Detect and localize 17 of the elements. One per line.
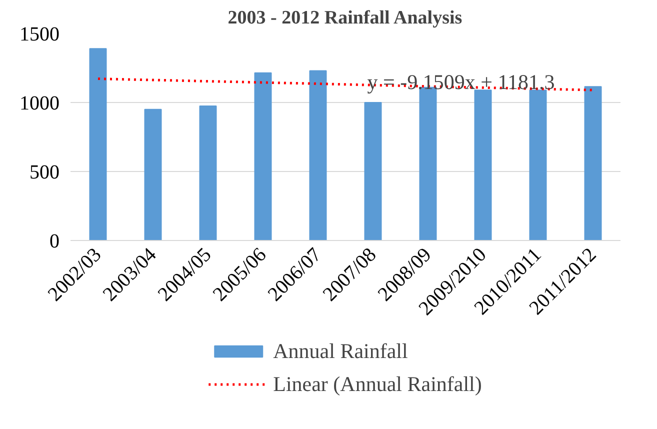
chart-title: 2003 - 2012 Rainfall Analysis [228, 8, 462, 28]
bar [309, 70, 327, 240]
y-tick-label: 1500 [20, 24, 60, 46]
annotation: y = -9.1509x + 1181.3 [367, 70, 555, 94]
legend-label: Annual Rainfall [273, 338, 408, 364]
bar [144, 108, 162, 240]
y-tick-label: 500 [30, 162, 60, 184]
bar [584, 86, 602, 240]
legend-label: Linear (Annual Rainfall) [273, 372, 482, 396]
bar [474, 90, 492, 240]
bar [199, 105, 217, 240]
y-tick-label: 1000 [20, 92, 60, 114]
bar [254, 72, 272, 240]
bar [529, 90, 547, 240]
bar [89, 48, 107, 240]
bar [364, 102, 382, 240]
y-tick-label: 0 [50, 230, 60, 252]
